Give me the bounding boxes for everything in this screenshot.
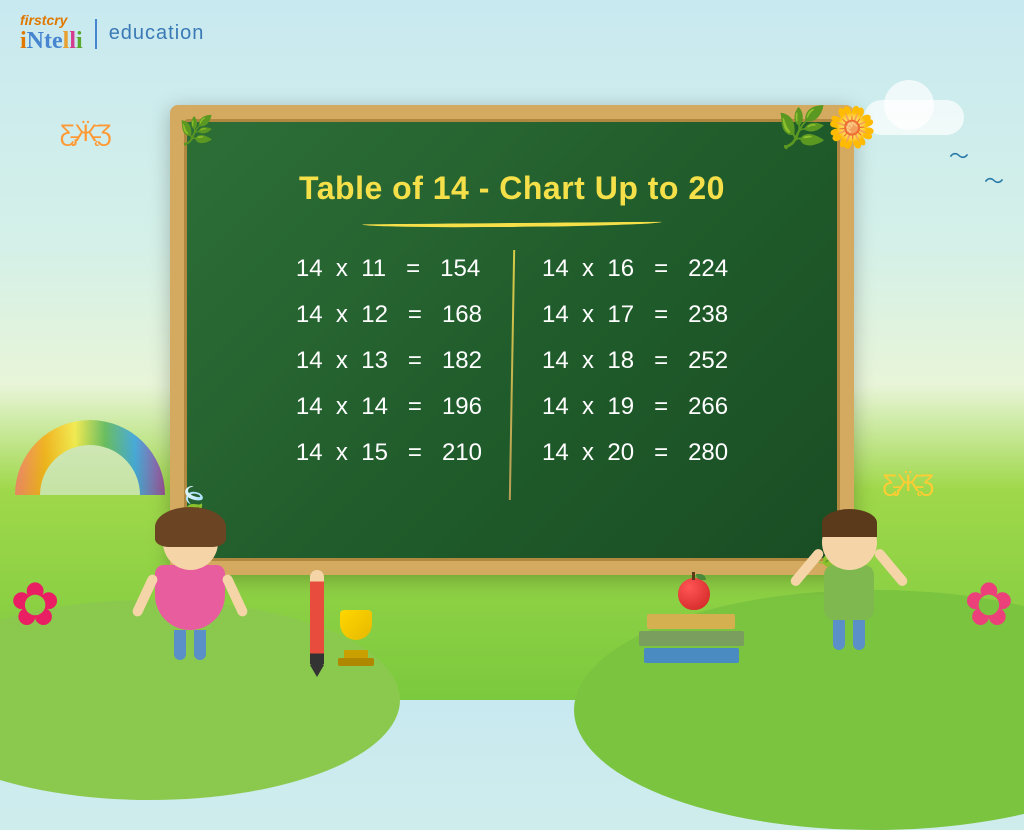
table-right-column: 14 x 16 = 224 14 x 17 = 238 14 x 18 = 252 1… [542, 255, 728, 467]
apple-icon [678, 578, 710, 610]
butterfly-icon: Ƹ̵̡Ӝ̵̨̄Ʒ [60, 120, 111, 148]
table-row: 14 x 12 = 168 [296, 301, 482, 329]
butterfly-icon: Ƹ̵̡Ӝ̵̨̄Ʒ [883, 470, 934, 498]
multiplication-table: 14 x 11 = 154 14 x 12 = 168 14 x 13 = 182 1… [227, 255, 797, 467]
book-icon [644, 648, 739, 663]
table-left-column: 14 x 11 = 154 14 x 12 = 168 14 x 13 = 182 1… [296, 255, 482, 467]
board-title: Table of 14 - Chart Up to 20 [227, 170, 797, 207]
trophy-icon [336, 610, 376, 665]
title-underline [362, 218, 662, 229]
hill-decoration [574, 590, 1024, 830]
bird-icon: ～ [949, 140, 969, 169]
child-boy-illustration [804, 515, 894, 665]
table-row: 14 x 16 = 224 [542, 255, 728, 283]
vine-decoration: 🌿🌼 [777, 104, 877, 151]
table-row: 14 x 19 = 266 [542, 393, 728, 421]
flower-decoration: ✿ [10, 570, 60, 640]
column-divider [509, 250, 515, 500]
table-row: 14 x 14 = 196 [296, 393, 482, 421]
pencil-icon [310, 570, 324, 665]
flower-decoration: ✿ [964, 570, 1014, 640]
logo-tagline: education [109, 22, 205, 45]
table-row: 14 x 15 = 210 [296, 439, 482, 467]
child-girl-illustration [145, 515, 235, 665]
table-row: 14 x 17 = 238 [542, 301, 728, 329]
table-row: 14 x 11 = 154 [296, 255, 482, 283]
table-row: 14 x 13 = 182 [296, 347, 482, 375]
chalkboard-surface: 🌿 🌿🌼 🍃 🍃 Table of 14 - Chart Up to 20 14… [184, 119, 840, 561]
logo-divider [95, 19, 97, 49]
books-apple-group [644, 578, 744, 665]
table-row: 14 x 18 = 252 [542, 347, 728, 375]
logo-top-text: firstcry [20, 12, 83, 28]
props-group [310, 570, 376, 665]
vine-decoration: 🌿 [179, 114, 214, 147]
book-icon [639, 631, 744, 646]
table-row: 14 x 20 = 280 [542, 439, 728, 467]
chalkboard-frame: 🌿 🌿🌼 🍃 🍃 Table of 14 - Chart Up to 20 14… [170, 105, 854, 575]
logo-main-text: iNtelli [20, 28, 83, 55]
cloud-decoration [864, 100, 964, 135]
book-icon [647, 614, 735, 629]
brand-logo: firstcry iNtelli education [20, 12, 204, 55]
bird-icon: ～ [984, 165, 1004, 194]
